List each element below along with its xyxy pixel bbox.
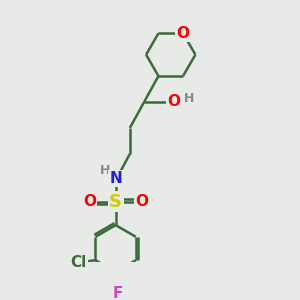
- Text: H: H: [100, 164, 110, 177]
- Text: S: S: [109, 193, 122, 211]
- Text: O: O: [135, 194, 148, 209]
- Text: O: O: [83, 194, 96, 209]
- Text: O: O: [177, 26, 190, 41]
- Text: Cl: Cl: [70, 255, 87, 270]
- Text: N: N: [109, 171, 122, 186]
- Text: O: O: [167, 94, 181, 110]
- Text: F: F: [113, 286, 123, 300]
- Text: H: H: [184, 92, 194, 104]
